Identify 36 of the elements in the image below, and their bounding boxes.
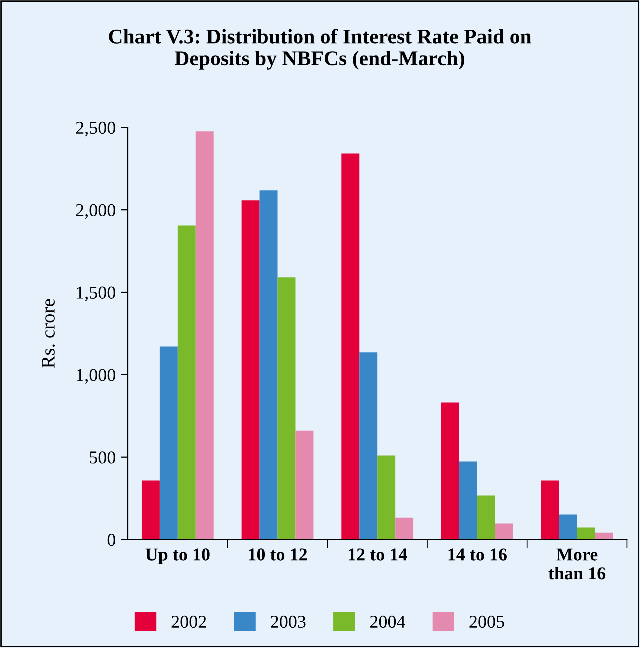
x-tick-label: Up to 10	[146, 548, 210, 564]
bar	[459, 462, 478, 540]
bar	[396, 518, 414, 540]
legend-label: 2004	[370, 616, 406, 628]
x-tick-label: 12 to 14	[348, 548, 408, 561]
bar	[296, 430, 314, 540]
bar	[178, 226, 196, 540]
y-tick-label: 2,500	[76, 122, 116, 137]
legend-label: 2002	[172, 616, 206, 628]
bar	[278, 278, 296, 540]
legend-label: 2005	[470, 616, 504, 628]
bar	[559, 514, 578, 540]
bar	[477, 496, 496, 540]
y-tick-label: 0	[108, 534, 116, 546]
y-tick-label: 1,000	[77, 369, 116, 384]
x-tick-label: More than 16	[548, 548, 606, 580]
bar	[378, 456, 396, 540]
bar	[541, 480, 560, 540]
bar	[360, 352, 378, 540]
bar	[577, 528, 596, 540]
chart-title: Chart V.3: Distribution of Interest Rate Paid on Deposits by NBFCs (end-March)	[109, 28, 532, 70]
y-tick-label: 500	[90, 452, 116, 464]
bar	[260, 190, 278, 540]
bar	[342, 154, 360, 540]
bar	[442, 402, 460, 540]
bar	[242, 200, 260, 540]
y-tick-label: 2,000	[76, 204, 116, 220]
x-tick-label: 14 to 16	[448, 548, 507, 561]
y-axis-title: Rs. crore	[42, 299, 56, 368]
y-tick-label: 1,500	[77, 286, 116, 302]
legend-label: 2003	[271, 616, 306, 628]
bar	[142, 480, 160, 540]
bar	[160, 346, 178, 540]
x-tick-label: 10 to 12	[249, 548, 308, 561]
bar	[196, 132, 214, 540]
bar	[495, 524, 514, 540]
